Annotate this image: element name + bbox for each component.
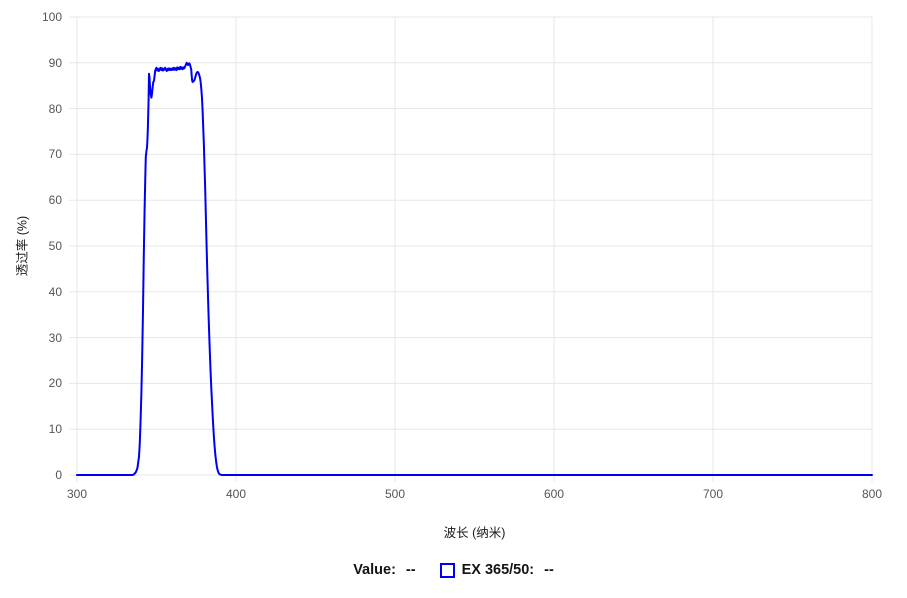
series-line-ex-365-50 [76, 61, 873, 476]
y-tick-label-40: 40 [48, 284, 62, 299]
x-tick-label-300: 300 [66, 487, 88, 501]
x-tick-label-600: 600 [543, 487, 565, 501]
series-swatch-icon [439, 562, 455, 578]
y-tick-label-90: 90 [48, 55, 62, 70]
legend-series-item[interactable]: EX 365/50: -- [439, 562, 554, 578]
legend-value-readout: -- [405, 562, 416, 578]
y-tick-label-60: 60 [48, 193, 62, 208]
x-tick-label-800: 800 [861, 487, 883, 501]
y-tick-label-10: 10 [48, 422, 62, 437]
x-tick-label-500: 500 [384, 487, 406, 501]
y-tick-label-30: 30 [48, 330, 62, 345]
y-tick-label-70: 70 [48, 147, 62, 162]
y-tick-label-80: 80 [48, 101, 62, 116]
legend-value-label: Value: [353, 562, 396, 578]
y-tick-label-50: 50 [48, 239, 62, 253]
y-tick-label-20: 20 [48, 376, 62, 391]
x-tick-label-400: 400 [225, 487, 247, 501]
x-tick-label-700: 700 [702, 487, 724, 501]
x-axis-title: 波长 (纳米) [443, 526, 506, 540]
y-tick-label-0: 0 [55, 468, 62, 482]
legend-series-readout: -- [544, 562, 554, 578]
legend-series-label: EX 365/50: [461, 562, 535, 578]
y-tick-label-100: 100 [41, 10, 62, 24]
legend: Value: -- EX 365/50: -- [0, 560, 907, 580]
